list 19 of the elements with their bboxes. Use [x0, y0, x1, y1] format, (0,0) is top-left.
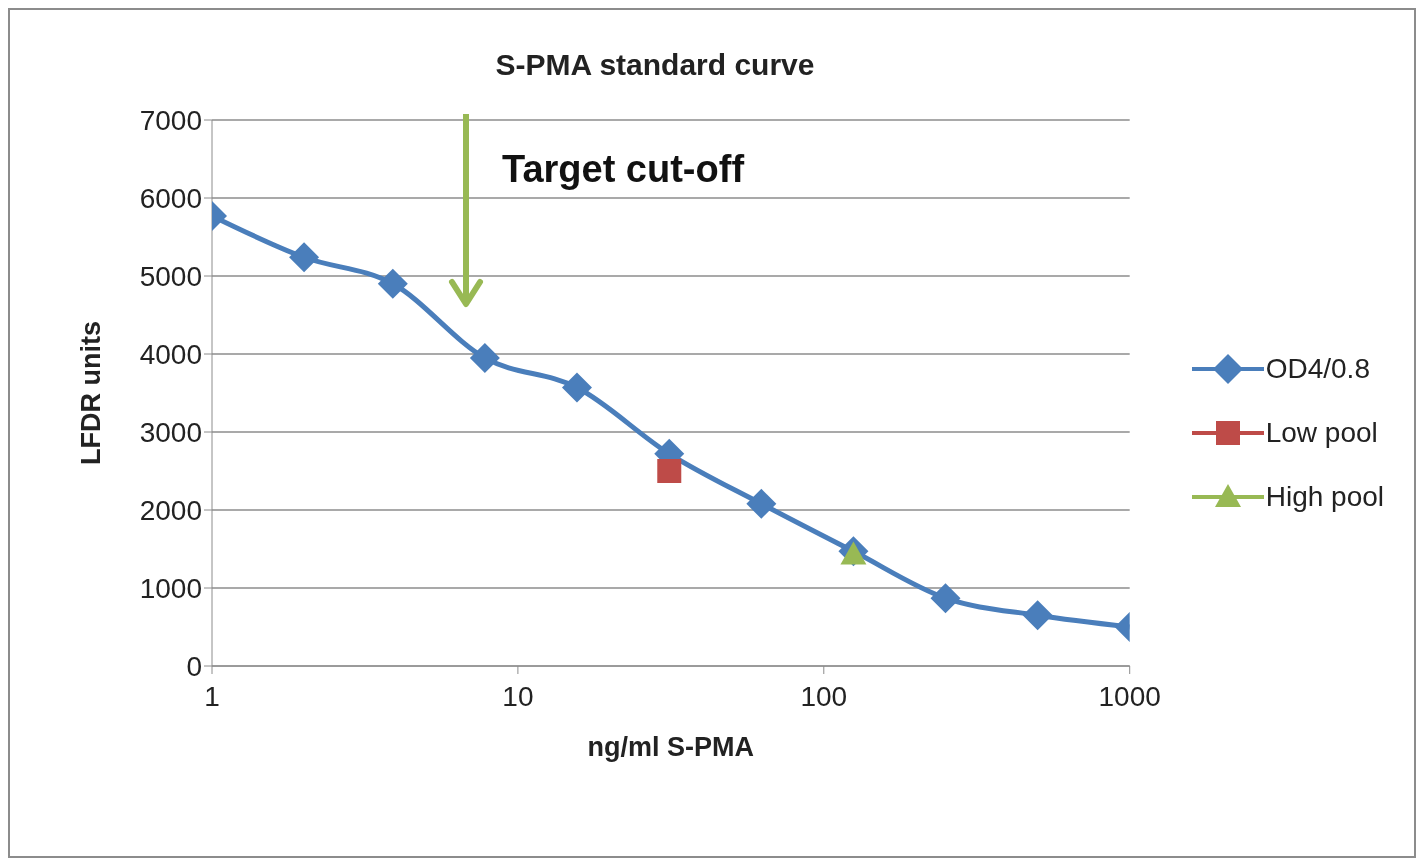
y-tick-label: 5000	[139, 260, 202, 292]
y-tick-label: 1000	[139, 572, 202, 604]
annotation: Target cut-off	[502, 148, 745, 190]
x-axis-title: ng/ml S-PMA	[587, 732, 755, 762]
x-tick-label: 100	[800, 680, 848, 712]
legend-label: OD4/0.8	[1265, 353, 1370, 385]
y-tick-label: 4000	[139, 338, 202, 370]
y-tick-label: 2000	[139, 494, 202, 526]
y-tick-label: 7000	[139, 104, 202, 136]
y-tick-label: 0	[186, 650, 202, 682]
y-tick-label: 6000	[139, 182, 202, 214]
x-tick-label: 1	[204, 680, 220, 712]
y-axis-title: LFDR units	[75, 321, 106, 465]
legend-label: High pool	[1265, 481, 1384, 513]
chart-title: S-PMA standard curve	[494, 48, 816, 82]
legend-label: Low pool	[1265, 417, 1378, 449]
x-tick-label: 10	[502, 680, 534, 712]
y-tick-label: 3000	[139, 416, 202, 448]
x-tick-label: 1000	[1098, 680, 1161, 712]
